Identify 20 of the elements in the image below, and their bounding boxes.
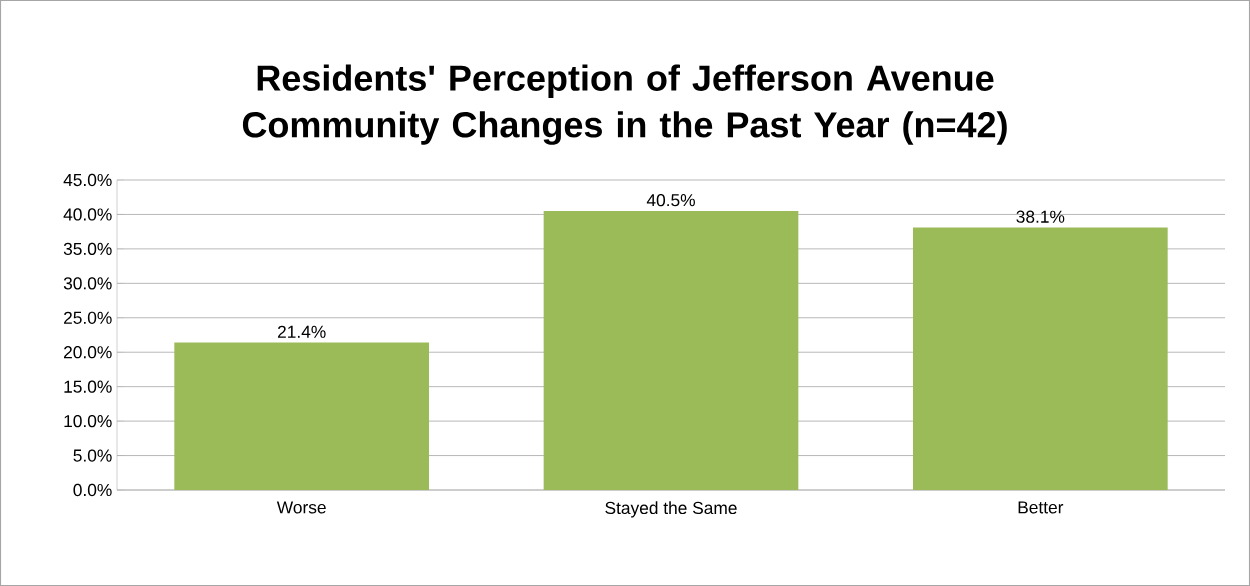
data-label: 40.5% <box>646 194 695 207</box>
y-tick-label: 20.0% <box>64 346 112 359</box>
y-tick-label: 5.0% <box>73 449 112 462</box>
bar <box>174 342 429 490</box>
x-tick-label: Worse <box>276 501 326 514</box>
y-tick-label: 10.0% <box>64 414 112 428</box>
data-label: 21.4% <box>277 325 326 338</box>
y-tick-label: 30.0% <box>63 277 112 290</box>
bar <box>543 211 799 490</box>
y-tick-label: 40.0% <box>63 208 112 221</box>
data-label: 38.1% <box>1016 210 1065 223</box>
y-tick-label: 15.0% <box>64 380 112 393</box>
bar <box>913 227 1168 490</box>
y-tick-label: 45.0% <box>63 173 112 187</box>
y-tick-label: 35.0% <box>63 242 112 256</box>
y-tick-label: 25.0% <box>64 311 112 324</box>
y-tick-label: 0.0% <box>73 483 112 497</box>
chart-title: Residents' Perception of Jefferson Avenue Community Changes in the Past Year (n=42) <box>242 64 1007 145</box>
x-tick-label: Better <box>1018 501 1064 514</box>
x-tick-label: Stayed the Same <box>605 501 737 518</box>
